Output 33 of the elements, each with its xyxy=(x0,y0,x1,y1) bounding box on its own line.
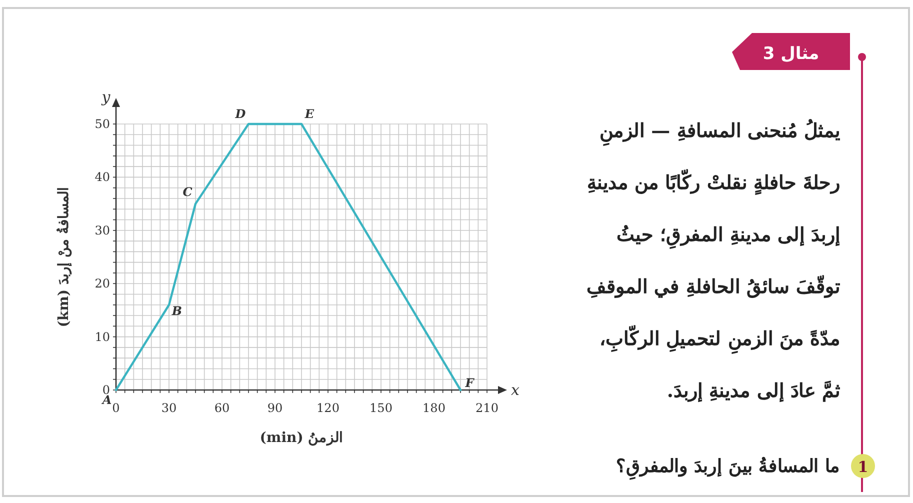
annotation: C xyxy=(182,184,193,199)
x-tick-label: 120 xyxy=(316,401,340,415)
annotation: F xyxy=(464,376,476,390)
x-tick-label: 210 xyxy=(476,401,498,415)
x-tick-label: 0 xyxy=(112,401,120,415)
text: ثمَّ عادَ إلى مدينةِ إربدَ. xyxy=(666,380,840,403)
annotation: E xyxy=(304,107,315,121)
y-tick-label: 20 xyxy=(94,276,110,291)
line-series xyxy=(114,122,462,392)
text: مدّةً منَ الزمنِ لتحميلِ الركّابِ، xyxy=(600,325,840,355)
y-tick-label: 30 xyxy=(94,223,110,238)
x-axis-title: الزمنُ (min) xyxy=(260,430,344,446)
y-axis-title: المسافةُ منْ إربدَ (km) xyxy=(56,186,73,328)
text: إربدَ إلى مدينةِ المفرقِ؛ حيثُ xyxy=(616,224,840,250)
text: رحلةَ حافلةٍ نقلتْ ركّابًا من مدينةِ xyxy=(586,169,840,195)
text: يمثلُ مُنحنى المسافةِ — الزمنِ xyxy=(600,119,840,147)
text: y xyxy=(100,88,111,106)
annotation: A xyxy=(101,393,112,407)
text: توقّفَ سائقُ الحافلةِ في الموقفِ xyxy=(586,275,840,299)
text: مثال 3 xyxy=(762,44,820,64)
x-tick-label: 150 xyxy=(370,401,392,415)
x-tick-label: 30 xyxy=(161,401,177,415)
text: x xyxy=(511,381,520,399)
text: ما المسافةُ بينَ إربدَ والمفرقِ؟ xyxy=(616,456,840,480)
annotation: B xyxy=(170,304,182,318)
x-tick-label: 90 xyxy=(267,401,283,415)
y-tick-label: 50 xyxy=(94,117,110,131)
text: 1 xyxy=(858,458,868,476)
x-tick-label: 180 xyxy=(422,401,446,415)
y-tick-label: 10 xyxy=(94,330,110,344)
x-tick-label: 60 xyxy=(214,401,230,415)
annotation: D xyxy=(234,107,246,121)
y-tick-label: 40 xyxy=(94,170,110,184)
